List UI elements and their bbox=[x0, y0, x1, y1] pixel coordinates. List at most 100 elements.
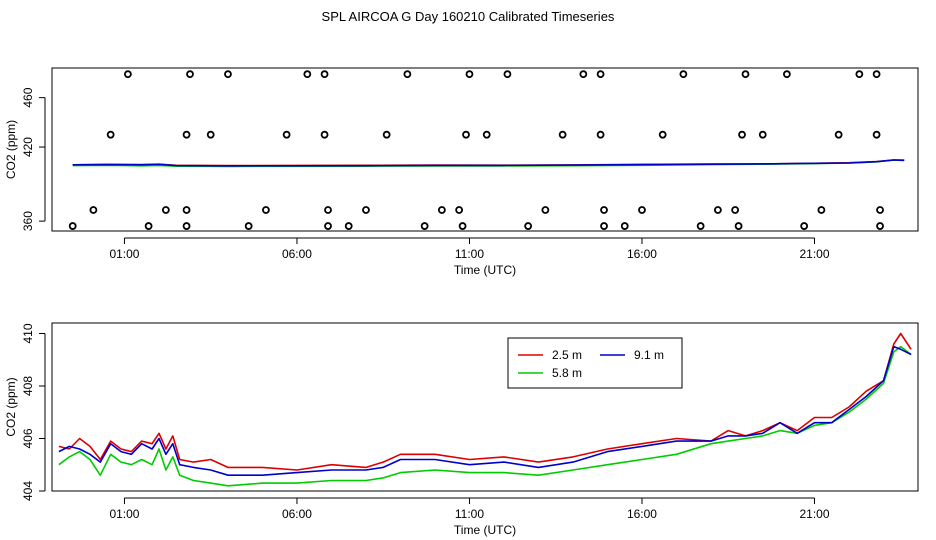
calibration-point bbox=[186, 70, 194, 79]
calibration-point bbox=[465, 70, 474, 79]
legend-label: 2.5 m bbox=[552, 348, 582, 362]
calibration-point bbox=[503, 70, 512, 79]
bottom-y-axis-title: CO2 (ppm) bbox=[4, 377, 18, 436]
calibration-point bbox=[855, 70, 864, 79]
bottom-y-tick-label: 410 bbox=[21, 323, 35, 343]
calibration-point bbox=[596, 70, 605, 79]
bottom-legend: 2.5 m 5.8 m 9.1 m bbox=[507, 337, 683, 389]
top-calibration-points bbox=[68, 70, 884, 230]
calibration-point bbox=[734, 222, 743, 230]
calibration-point bbox=[89, 206, 98, 214]
top-x-tick-label: 06:00 bbox=[282, 247, 312, 261]
top-panel: 01:00 06:00 11:00 16:00 21:00 Time (UTC) 360 42… bbox=[4, 67, 919, 277]
calibration-point bbox=[182, 206, 191, 214]
bottom-x-tick-label: 11:00 bbox=[455, 507, 484, 521]
bottom-y-tick-label: 406 bbox=[21, 428, 35, 448]
calibration-point bbox=[872, 130, 881, 139]
calibration-point bbox=[303, 70, 312, 79]
calibration-point bbox=[817, 206, 826, 214]
legend-label: 5.8 m bbox=[552, 366, 582, 380]
calibration-point bbox=[872, 70, 881, 79]
top-y-tick-label: 420 bbox=[21, 137, 35, 157]
calibration-point bbox=[876, 222, 884, 230]
calibration-point bbox=[282, 130, 291, 139]
calibration-point bbox=[876, 206, 884, 214]
calibration-point bbox=[106, 130, 115, 139]
calibration-point bbox=[600, 222, 608, 230]
calibration-point bbox=[320, 70, 329, 79]
top-x-tick-label: 01:00 bbox=[109, 247, 139, 261]
calibration-point bbox=[541, 206, 550, 214]
bottom-y-tick-label: 404 bbox=[21, 481, 35, 501]
bottom-y-axis: 404 406 408 410 CO2 (ppm) bbox=[4, 323, 46, 501]
calibration-point bbox=[324, 222, 332, 230]
top-x-axis: 01:00 06:00 11:00 16:00 21:00 Time (UTC) bbox=[109, 237, 830, 277]
top-y-axis-title: CO2 (ppm) bbox=[4, 120, 18, 179]
calibration-point bbox=[455, 206, 464, 214]
top-x-tick-label: 21:00 bbox=[799, 247, 829, 261]
calibration-point bbox=[620, 222, 629, 230]
calibration-point bbox=[382, 130, 391, 139]
calibration-point bbox=[403, 70, 412, 79]
top-series-line-3 bbox=[72, 159, 905, 167]
calibration-point bbox=[738, 130, 746, 139]
bottom-series-line-3 bbox=[58, 345, 912, 477]
calibration-point bbox=[182, 222, 191, 230]
calibration-point bbox=[482, 130, 491, 139]
top-plot-frame bbox=[51, 67, 919, 232]
calibration-point bbox=[558, 130, 567, 139]
calibration-point bbox=[638, 206, 646, 214]
bottom-series-line-1 bbox=[58, 332, 912, 471]
top-y-tick-label: 360 bbox=[21, 211, 35, 231]
calibration-point bbox=[524, 222, 533, 230]
calibration-point bbox=[437, 206, 446, 214]
top-x-tick-label: 16:00 bbox=[627, 247, 657, 261]
chart-title: SPL AIRCOA G Day 160210 Calibrated Times… bbox=[321, 9, 615, 24]
calibration-point bbox=[679, 70, 688, 79]
calibration-point bbox=[224, 70, 232, 79]
calibration-point bbox=[362, 206, 370, 214]
bottom-x-axis: 01:00 06:00 11:00 16:00 21:00 Time (UTC) bbox=[109, 497, 830, 537]
calibration-point bbox=[206, 130, 215, 139]
calibration-point bbox=[320, 130, 329, 139]
top-y-tick-label: 460 bbox=[21, 87, 35, 107]
calibration-point bbox=[579, 70, 588, 79]
calibration-point bbox=[741, 70, 750, 79]
calibration-point bbox=[458, 222, 467, 230]
calibration-point bbox=[782, 70, 791, 79]
calibration-point bbox=[262, 206, 270, 214]
calibration-point bbox=[758, 130, 767, 139]
calibration-point bbox=[696, 222, 705, 230]
calibration-point bbox=[68, 222, 77, 230]
calibration-point bbox=[713, 206, 722, 214]
bottom-y-tick-label: 408 bbox=[21, 376, 35, 396]
calibration-point bbox=[182, 130, 191, 139]
calibration-point bbox=[124, 70, 132, 79]
bottom-plot-frame bbox=[51, 322, 919, 492]
calibration-point bbox=[600, 206, 608, 214]
calibration-point bbox=[324, 206, 332, 214]
calibration-point bbox=[596, 130, 605, 139]
calibration-point bbox=[161, 206, 170, 214]
calibration-point bbox=[344, 222, 353, 230]
calibration-point bbox=[420, 222, 429, 230]
bottom-x-tick-label: 06:00 bbox=[282, 507, 312, 521]
calibration-point bbox=[462, 130, 470, 139]
calibration-point bbox=[244, 222, 253, 230]
bottom-x-tick-label: 16:00 bbox=[627, 507, 657, 521]
calibration-point bbox=[731, 206, 740, 214]
top-x-axis-title: Time (UTC) bbox=[454, 263, 516, 277]
bottom-x-tick-label: 01:00 bbox=[109, 507, 139, 521]
legend-box bbox=[507, 337, 683, 389]
bottom-series-line-2 bbox=[58, 345, 912, 487]
legend-label: 9.1 m bbox=[634, 348, 664, 362]
calibration-point bbox=[658, 130, 667, 139]
calibration-point bbox=[144, 222, 153, 230]
top-x-tick-label: 11:00 bbox=[455, 247, 484, 261]
bottom-x-tick-label: 21:00 bbox=[799, 507, 829, 521]
calibration-point bbox=[834, 130, 843, 139]
calibration-point bbox=[800, 222, 809, 230]
